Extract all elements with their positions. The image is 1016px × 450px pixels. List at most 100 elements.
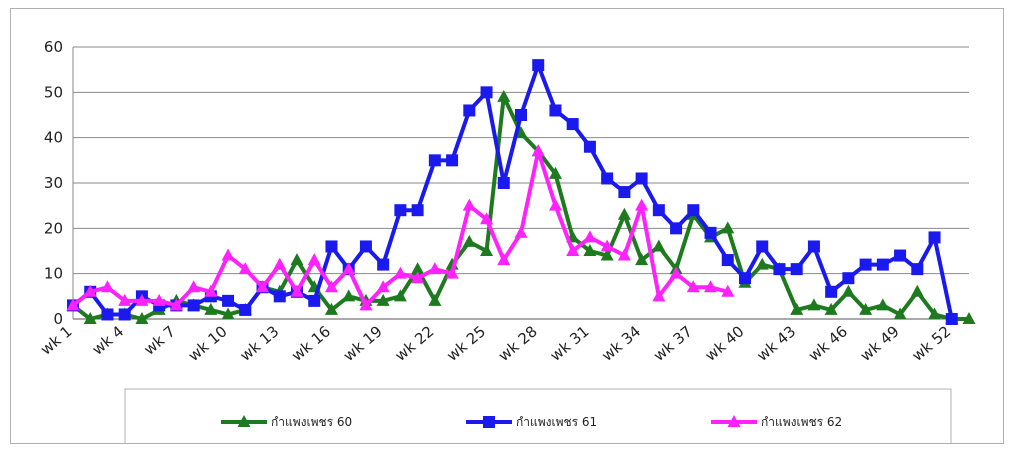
data-point bbox=[324, 280, 338, 293]
data-point bbox=[222, 294, 235, 307]
data-point bbox=[497, 89, 511, 102]
data-point bbox=[118, 293, 132, 306]
data-point bbox=[583, 244, 597, 256]
data-point bbox=[307, 253, 321, 266]
data-point bbox=[928, 307, 942, 320]
data-point bbox=[411, 262, 425, 275]
data-point bbox=[101, 308, 114, 321]
data-point bbox=[411, 271, 425, 284]
data-point bbox=[790, 263, 803, 276]
data-point bbox=[618, 186, 631, 199]
data-point bbox=[876, 298, 890, 311]
data-point bbox=[617, 207, 631, 220]
data-point bbox=[514, 225, 528, 238]
y-tick-label: 10 bbox=[44, 265, 63, 283]
data-point bbox=[83, 284, 97, 297]
data-point bbox=[842, 272, 855, 285]
data-point bbox=[669, 266, 683, 279]
data-point bbox=[480, 86, 493, 99]
data-point bbox=[290, 253, 304, 266]
data-point bbox=[583, 140, 596, 153]
data-point bbox=[135, 312, 149, 324]
legend-marker bbox=[237, 415, 251, 427]
data-point bbox=[566, 118, 579, 131]
data-point bbox=[807, 240, 820, 253]
x-tick-label: wk 13 bbox=[236, 322, 282, 365]
data-point bbox=[204, 302, 218, 315]
x-tick-label: wk 25 bbox=[443, 322, 489, 365]
data-point bbox=[100, 280, 114, 293]
data-point bbox=[308, 294, 321, 307]
data-point bbox=[83, 312, 97, 324]
x-tick-label: wk 31 bbox=[547, 322, 593, 365]
data-point bbox=[428, 154, 441, 167]
data-point bbox=[515, 109, 527, 121]
data-point bbox=[807, 298, 821, 311]
x-tick-label: wk 40 bbox=[702, 322, 748, 365]
data-point bbox=[911, 263, 924, 276]
data-point bbox=[894, 249, 907, 262]
data-point bbox=[670, 222, 683, 235]
data-point bbox=[910, 284, 924, 297]
data-point bbox=[497, 177, 510, 189]
data-point bbox=[135, 293, 149, 306]
y-tick-label: 20 bbox=[44, 219, 63, 237]
data-point bbox=[876, 258, 889, 271]
data-point bbox=[841, 284, 855, 297]
data-point bbox=[428, 262, 442, 275]
data-point bbox=[824, 302, 838, 315]
data-point bbox=[342, 262, 356, 275]
data-point bbox=[480, 212, 494, 225]
data-point bbox=[376, 280, 390, 293]
data-point bbox=[721, 221, 735, 234]
data-point bbox=[756, 240, 769, 253]
data-point bbox=[962, 312, 976, 324]
data-point bbox=[393, 266, 407, 279]
x-tick-label: wk 16 bbox=[288, 322, 334, 365]
data-point bbox=[566, 244, 580, 256]
data-point bbox=[825, 285, 838, 298]
series-line bbox=[71, 63, 954, 320]
data-point bbox=[549, 104, 562, 117]
x-tick-label: wk 43 bbox=[753, 322, 799, 365]
y-tick-label: 40 bbox=[44, 129, 63, 147]
data-point bbox=[945, 313, 958, 325]
legend-label: กำแพงเพชร 60 bbox=[271, 415, 352, 429]
data-point bbox=[377, 258, 390, 271]
data-point bbox=[221, 307, 235, 320]
data-point bbox=[687, 204, 700, 217]
data-point bbox=[635, 172, 648, 185]
data-point bbox=[152, 293, 166, 306]
data-point bbox=[66, 298, 80, 311]
data-point bbox=[187, 280, 201, 293]
data-point bbox=[704, 226, 717, 239]
data-point bbox=[359, 240, 372, 253]
data-point bbox=[790, 302, 804, 315]
chart-frame: 0 10 20 30 40 50 60 wk 1 wk 4 wk 7 wk 10 wk 13 wk 16… bbox=[10, 8, 1004, 444]
legend-label: กำแพงเพชร 61 bbox=[516, 415, 597, 429]
line-chart: 0 10 20 30 40 50 60 wk 1 wk 4 wk 7 wk 10 wk 13 wk 16… bbox=[37, 38, 976, 443]
y-tick-label: 60 bbox=[44, 38, 63, 56]
x-tick-label: wk 4 bbox=[89, 322, 128, 358]
data-point bbox=[583, 230, 597, 243]
data-point bbox=[635, 253, 649, 266]
x-tick-label: wk 7 bbox=[140, 322, 179, 358]
data-point bbox=[617, 248, 631, 261]
data-point bbox=[462, 198, 476, 211]
data-point bbox=[393, 289, 407, 302]
data-point bbox=[739, 272, 751, 285]
data-point bbox=[893, 307, 907, 320]
data-point bbox=[256, 280, 270, 293]
data-point bbox=[652, 239, 666, 252]
x-tick-label: wk 19 bbox=[340, 322, 386, 365]
y-tick-label: 0 bbox=[53, 310, 63, 328]
data-point bbox=[531, 144, 545, 157]
legend-marker bbox=[483, 416, 495, 428]
x-tick-label: wk 49 bbox=[857, 322, 903, 365]
data-point bbox=[773, 263, 786, 276]
data-point bbox=[342, 289, 356, 302]
data-point bbox=[238, 262, 252, 275]
data-point bbox=[394, 204, 407, 217]
data-point bbox=[446, 154, 459, 167]
data-point bbox=[600, 239, 614, 252]
